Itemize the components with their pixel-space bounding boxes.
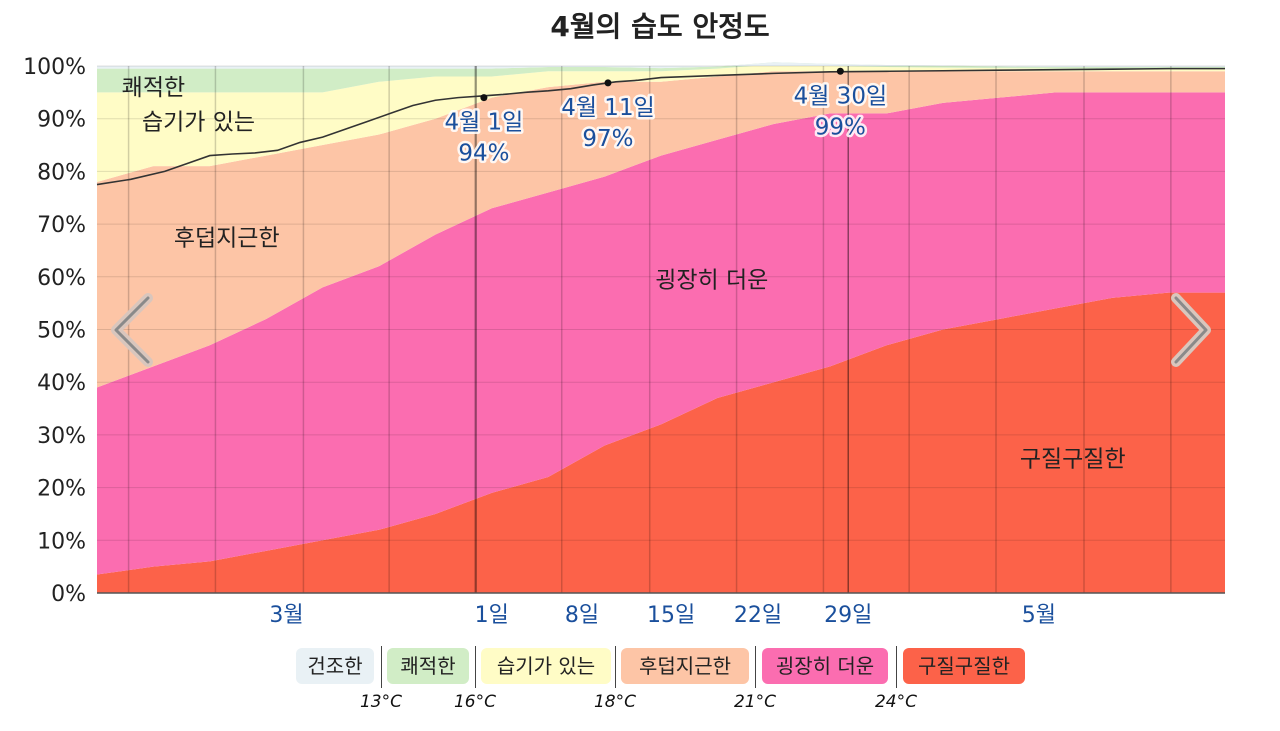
- chart-title: 4월의 습도 안정도: [550, 10, 769, 43]
- comfort-line: [96, 67, 1225, 186]
- region-label: 후덥지근한: [174, 225, 280, 251]
- legend-item: 쾌적한: [387, 648, 469, 684]
- area-쾌적한: [97, 62, 1225, 93]
- legend-temp-label: 13°C: [359, 692, 403, 712]
- region-label: 쾌적한: [122, 75, 185, 101]
- legend-separator: [896, 646, 897, 688]
- y-tick-label: 60%: [37, 266, 86, 291]
- legend-temp-label: 24°C: [874, 692, 918, 712]
- legend-item: 후덥지근한: [621, 648, 749, 684]
- annotation-label: 97%: [582, 126, 633, 152]
- y-tick-label: 70%: [37, 213, 86, 238]
- legend-item: 구질구질한: [903, 648, 1025, 684]
- y-tick-label: 90%: [37, 108, 86, 133]
- x-tick-label: 29일: [824, 603, 872, 628]
- annotation-halo: 4월 30일: [794, 83, 888, 109]
- legend-item: 건조한: [296, 648, 374, 684]
- annotation-dot: [480, 94, 488, 102]
- annotation-label: 4월 30일: [794, 83, 888, 109]
- annotation-halo: 94%: [458, 141, 509, 167]
- area-구질구질한: [97, 292, 1225, 593]
- region-label: 구질구질한: [1020, 447, 1126, 473]
- x-tick-label: 22일: [734, 603, 782, 628]
- chevron-right-outline: [1174, 296, 1208, 364]
- y-tick-label: 20%: [37, 477, 86, 502]
- x-tick-label: 1일: [475, 603, 509, 628]
- legend-item: 습기가 있는: [481, 648, 611, 684]
- region-label: 습기가 있는: [142, 109, 255, 135]
- area-건조한: [97, 62, 1225, 69]
- annotation-halo: 97%: [582, 126, 633, 152]
- x-tick-label: 3월: [269, 603, 303, 628]
- legend-temp-label: 18°C: [593, 692, 637, 712]
- annotation-dot: [836, 67, 844, 75]
- y-tick-label: 40%: [37, 371, 86, 396]
- x-tick-label: 8일: [565, 603, 599, 628]
- legend-item: 굉장히 더운: [762, 648, 888, 684]
- annotation-halo: 4월 11일: [561, 95, 655, 121]
- humidity-chart: 4월의 습도 안정도 0% 10% 20% 30% 40% 50% 60% 70% 80% 90%…: [23, 10, 1225, 628]
- legend-temp-label: 16°C: [453, 692, 497, 712]
- annotation-halo: 4월 1일: [444, 110, 523, 136]
- annotation-dot: [604, 79, 612, 87]
- area-습기가 있는: [97, 64, 1225, 182]
- legend: 건조한 쾌적한 습기가 있는 후덥지근한 굉장히 더운 구질구질한: [0, 646, 1280, 688]
- annotation-label: 4월 11일: [561, 95, 655, 121]
- annotation-label: 99%: [815, 114, 866, 140]
- legend-temp-label: 21°C: [733, 692, 777, 712]
- chevron-left-outline: [114, 296, 150, 364]
- area-후덥지근한: [97, 71, 1225, 388]
- y-tick-label: 50%: [37, 319, 86, 344]
- y-tick-label: 10%: [37, 529, 86, 554]
- annotation-label: 4월 1일: [444, 110, 523, 136]
- y-tick-label: 30%: [37, 424, 86, 449]
- x-tick-label: 15일: [647, 603, 695, 628]
- x-tick-label: 5월: [1022, 603, 1056, 628]
- legend-separator: [615, 646, 616, 688]
- legend-separator: [475, 646, 476, 688]
- annotation-label: 94%: [458, 141, 509, 167]
- region-label: 굉장히 더운: [655, 267, 768, 293]
- area-굉장히 더운: [97, 92, 1225, 575]
- legend-separator: [755, 646, 756, 688]
- annotation-halo: 99%: [815, 114, 866, 140]
- y-tick-label: 100%: [23, 55, 86, 80]
- y-tick-label: 0%: [51, 582, 86, 607]
- legend-separator: [381, 646, 382, 688]
- y-tick-label: 80%: [37, 160, 86, 185]
